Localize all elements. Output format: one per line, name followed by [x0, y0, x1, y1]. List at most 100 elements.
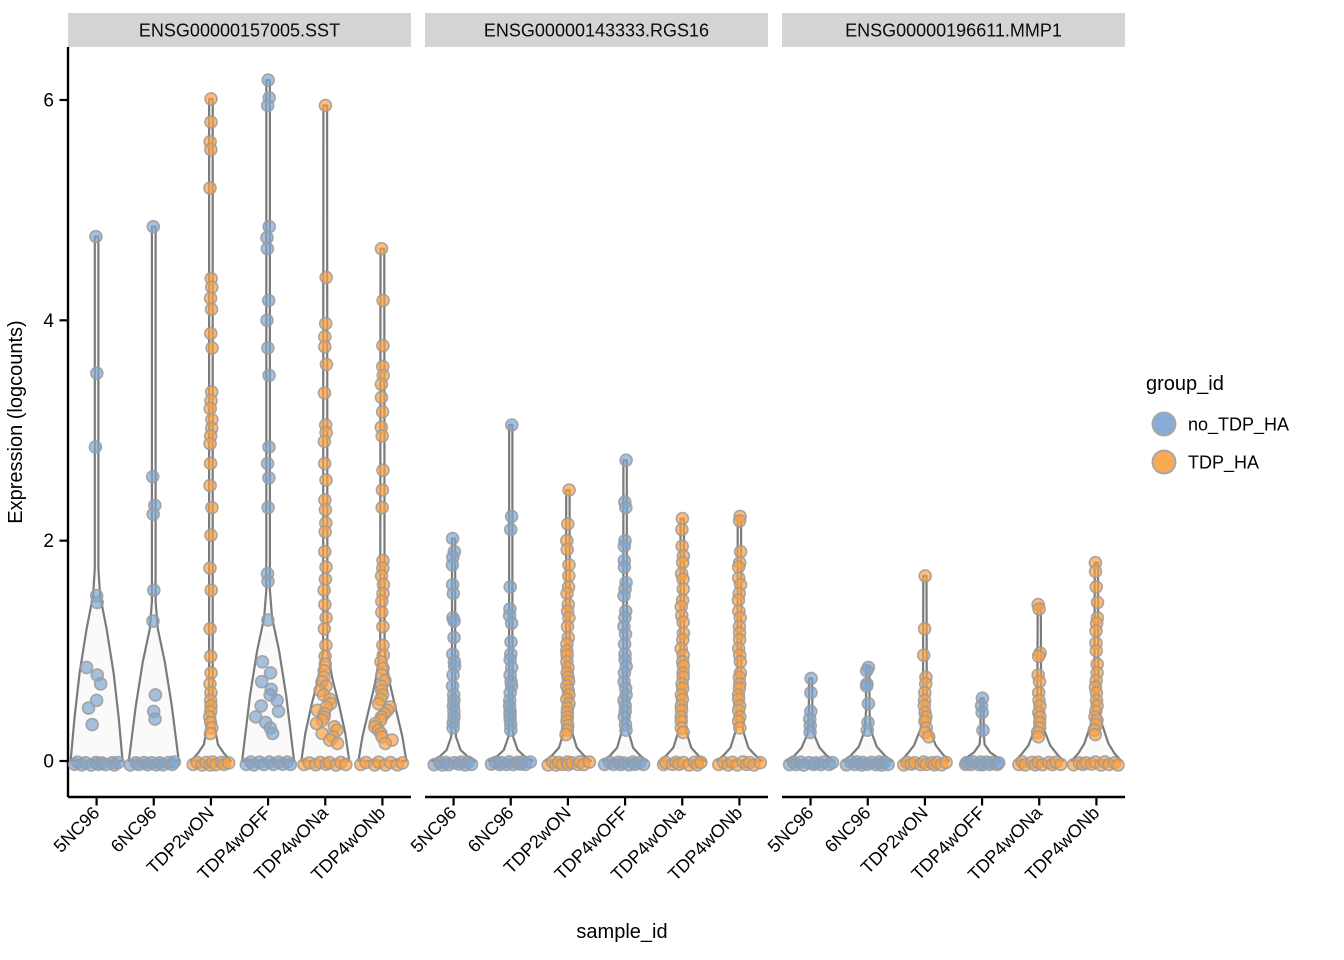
data-point [917, 621, 932, 636]
data-point [90, 595, 104, 610]
data-point [262, 471, 276, 485]
data-point [861, 696, 876, 711]
zero-point [825, 755, 840, 770]
data-point [318, 597, 332, 612]
data-point [921, 729, 936, 744]
data-point [559, 727, 573, 742]
data-point [261, 293, 276, 308]
data-point [318, 316, 333, 331]
data-point [317, 456, 332, 471]
data-point [318, 502, 333, 517]
data-point [445, 531, 460, 546]
data-point [733, 544, 748, 559]
data-point [445, 558, 460, 572]
data-point [1031, 729, 1046, 744]
data-point [676, 582, 691, 596]
data-point [317, 339, 332, 354]
data-point [733, 654, 748, 669]
data-point [319, 473, 333, 487]
legend-swatch-TDP_HA [1151, 449, 1177, 475]
data-point [79, 660, 94, 675]
data-point [675, 555, 690, 570]
data-point [261, 613, 275, 627]
data-point [263, 666, 278, 680]
data-point [319, 270, 334, 285]
zero-point [1054, 757, 1068, 772]
data-point [88, 440, 103, 454]
data-point [260, 241, 275, 256]
data-point [254, 699, 269, 713]
zero-point [167, 755, 182, 769]
zero-point [338, 757, 353, 772]
data-point [262, 368, 276, 383]
zero-point [636, 757, 651, 772]
data-point [205, 280, 219, 295]
data-point [265, 726, 280, 741]
data-point [262, 219, 277, 234]
data-point [260, 230, 274, 245]
data-point [731, 593, 746, 608]
data-point [504, 635, 518, 649]
data-point [254, 674, 269, 689]
zero-point [395, 756, 410, 770]
data-point [1089, 643, 1104, 658]
data-point [560, 586, 574, 601]
data-point [204, 142, 218, 157]
zero-point [1111, 758, 1125, 772]
data-point [203, 478, 217, 493]
zero-point [523, 755, 538, 769]
data-point [374, 390, 389, 405]
data-point [317, 583, 332, 598]
facet-strip [782, 13, 1125, 47]
data-point [260, 98, 275, 113]
data-point [676, 725, 691, 740]
data-point [318, 98, 333, 113]
data-point [916, 648, 931, 663]
data-point [330, 736, 345, 751]
legend: group_id no_TDP_HA TDP_HA [1146, 373, 1289, 475]
legend-label: TDP_HA [1188, 453, 1259, 474]
data-point [374, 605, 389, 620]
data-point [562, 558, 576, 572]
data-point [309, 716, 324, 731]
data-point [619, 723, 633, 738]
data-point [205, 500, 219, 515]
data-point [732, 721, 747, 735]
y-axis-title: Expression (logcounts) [5, 320, 27, 523]
data-point [319, 638, 333, 653]
data-point [248, 710, 263, 724]
data-point [90, 366, 104, 381]
data-point [376, 619, 390, 634]
data-point [918, 569, 933, 583]
data-point [203, 726, 218, 741]
data-point [1032, 602, 1046, 616]
data-point [1032, 674, 1047, 689]
data-point [146, 507, 160, 522]
data-point [261, 574, 275, 589]
data-point [446, 721, 460, 735]
facet-strip [68, 13, 411, 47]
data-point [560, 619, 575, 634]
data-point [504, 418, 519, 432]
data-point [617, 539, 632, 554]
data-point [1090, 595, 1105, 610]
data-point [447, 614, 461, 628]
data-point [617, 588, 631, 603]
data-point [317, 544, 332, 559]
zero-point [694, 755, 708, 770]
data-point [503, 580, 518, 594]
data-point [148, 688, 163, 702]
data-point [317, 434, 332, 449]
data-point [145, 469, 160, 484]
data-point [1089, 624, 1103, 638]
data-point [203, 436, 217, 451]
data-point [204, 115, 218, 129]
data-point [447, 630, 461, 645]
data-point [1089, 580, 1103, 594]
data-point [804, 671, 818, 686]
data-point [675, 511, 690, 526]
data-point [804, 685, 818, 700]
